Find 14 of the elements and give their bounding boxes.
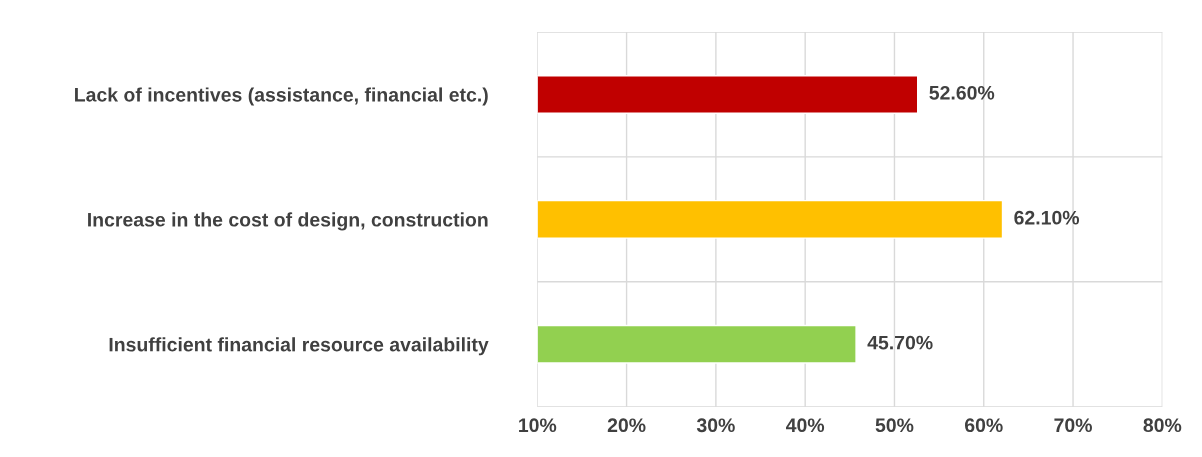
y-tick-label: Insufficient financial resource availability <box>109 337 489 356</box>
y-tick-label: Increase in the cost of design, construction <box>88 212 488 231</box>
data-label: 52.60% <box>929 85 995 100</box>
x-tick-label: 70% <box>1054 418 1092 433</box>
x-tick-label: 30% <box>696 418 735 433</box>
y-tick-label: Lack of incentives (assistance, financial etc.) <box>75 87 488 106</box>
x-tick-label: 40% <box>786 418 825 433</box>
x-tick-label: 60% <box>965 418 1003 433</box>
x-tick-label: 80% <box>1143 418 1182 433</box>
x-tick-label: 20% <box>607 418 646 433</box>
data-label: 62.10% <box>1014 210 1080 225</box>
data-label: 45.70% <box>867 335 933 350</box>
x-tick-label: 50% <box>875 418 914 433</box>
x-tick-label: 10% <box>519 418 557 433</box>
